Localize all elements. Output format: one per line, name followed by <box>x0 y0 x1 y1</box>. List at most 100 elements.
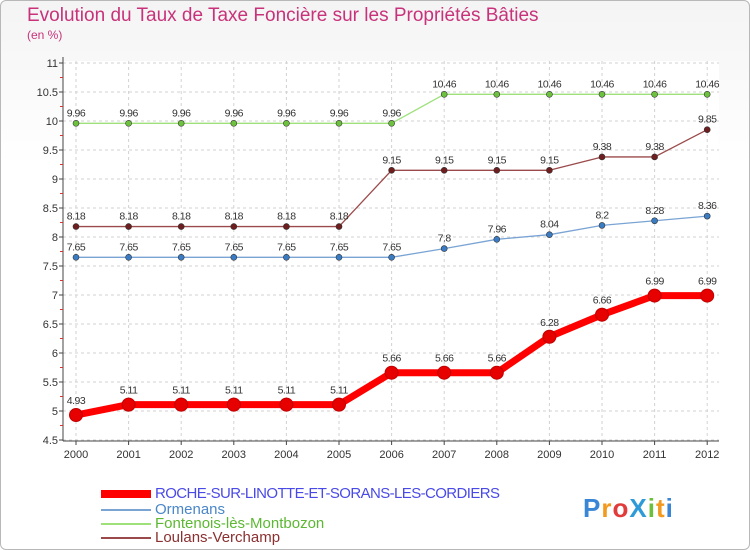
data-label: 7.65 <box>330 241 349 253</box>
data-label: 10.46 <box>432 78 456 90</box>
y-tick-label: 10.5 <box>37 87 58 99</box>
data-label: 8.04 <box>540 219 559 231</box>
logo-letter: r <box>601 493 613 523</box>
data-point <box>440 167 448 174</box>
data-label: 4.93 <box>67 395 86 407</box>
data-point <box>388 120 395 127</box>
x-tick-label: 2012 <box>695 449 719 461</box>
data-label: 9.96 <box>67 107 86 119</box>
data-label: 10.46 <box>643 78 667 90</box>
y-tick-label: 11 <box>47 58 58 70</box>
data-label: 10.46 <box>485 78 509 90</box>
data-point <box>493 236 501 243</box>
data-label: 9.15 <box>540 154 559 166</box>
data-point <box>703 212 711 220</box>
data-point <box>489 365 504 380</box>
data-label: 10.46 <box>538 78 562 90</box>
data-label: 8.18 <box>225 211 244 223</box>
legend-label: Loulans-Verchamp <box>155 529 281 546</box>
data-point <box>177 253 185 261</box>
data-label: 9.15 <box>435 154 454 166</box>
data-point <box>174 397 189 412</box>
y-tick-label: 5.5 <box>43 377 58 389</box>
data-point <box>440 245 448 252</box>
data-label: 9.96 <box>172 107 191 119</box>
data-label: 5.11 <box>330 385 348 397</box>
logo-letter: P <box>583 493 602 523</box>
data-point <box>493 91 501 98</box>
data-point <box>72 223 80 230</box>
data-point <box>283 253 290 261</box>
data-label: 8.2 <box>595 209 609 221</box>
data-point <box>72 120 80 127</box>
chart-title: Evolution du Taux de Taxe Foncière sur l… <box>27 5 539 26</box>
data-point <box>700 288 715 303</box>
data-label: 9.96 <box>119 107 138 119</box>
data-label: 7.65 <box>67 241 86 253</box>
data-label: 8.18 <box>172 211 191 223</box>
data-label: 5.11 <box>172 385 190 397</box>
logo-letter: i <box>665 493 674 523</box>
y-tick-label: 8.5 <box>43 203 58 215</box>
data-point <box>283 120 290 127</box>
data-label: 8.18 <box>277 211 296 223</box>
data-point <box>332 397 346 412</box>
data-point <box>388 167 395 174</box>
data-point <box>598 91 606 98</box>
data-point <box>230 120 238 127</box>
data-label: 10.46 <box>695 78 719 90</box>
x-tick-label: 2009 <box>537 449 561 461</box>
y-tick-label: 8 <box>52 232 58 244</box>
data-label: 5.11 <box>120 385 138 397</box>
data-point <box>546 167 553 174</box>
data-label: 7.65 <box>119 241 138 253</box>
data-label: 9.96 <box>225 107 244 119</box>
data-label: 8.18 <box>119 211 138 223</box>
data-point <box>335 253 343 261</box>
y-tick-label: 7 <box>52 290 58 302</box>
logo-letter: i <box>647 493 656 523</box>
data-point <box>230 223 238 230</box>
data-point <box>177 120 185 127</box>
data-label: 5.11 <box>225 385 243 397</box>
data-label: 7.65 <box>172 241 191 253</box>
data-label: 9.96 <box>277 107 296 119</box>
data-label: 9.38 <box>593 141 612 153</box>
data-label: 8.28 <box>645 205 664 217</box>
x-tick-label: 2007 <box>432 449 456 461</box>
y-tick-label: 5 <box>52 406 58 418</box>
data-point <box>546 231 553 238</box>
logo-letter: t <box>655 493 666 523</box>
y-tick-label: 4.5 <box>43 435 58 447</box>
data-label: 6.99 <box>698 276 717 288</box>
data-label: 9.15 <box>382 154 401 166</box>
data-point <box>598 222 606 229</box>
data-point <box>125 223 132 230</box>
x-tick-label: 2005 <box>327 449 351 461</box>
data-label: 5.11 <box>278 385 296 397</box>
y-tick-label: 9.5 <box>43 145 58 157</box>
y-tick-label: 10 <box>46 116 58 128</box>
data-label: 7.65 <box>225 241 244 253</box>
data-point <box>440 91 448 98</box>
data-label: 9.96 <box>330 107 349 119</box>
data-label: 8.18 <box>330 211 349 223</box>
data-point <box>703 91 711 98</box>
x-tick-label: 2010 <box>590 449 614 461</box>
data-label: 6.99 <box>645 276 664 288</box>
unit-label: (en %) <box>27 28 63 42</box>
data-label: 8.36 <box>698 200 717 212</box>
data-point <box>542 329 557 344</box>
x-tick-label: 2001 <box>116 449 140 461</box>
data-point <box>388 253 395 261</box>
data-point <box>651 153 658 161</box>
data-point <box>384 365 399 380</box>
data-point <box>598 153 606 161</box>
legend-label: Ormenans <box>155 501 226 518</box>
data-label: 7.96 <box>488 223 507 235</box>
data-point <box>647 288 662 303</box>
y-tick-label: 9 <box>52 174 58 186</box>
y-tick-label: 6 <box>52 348 58 360</box>
